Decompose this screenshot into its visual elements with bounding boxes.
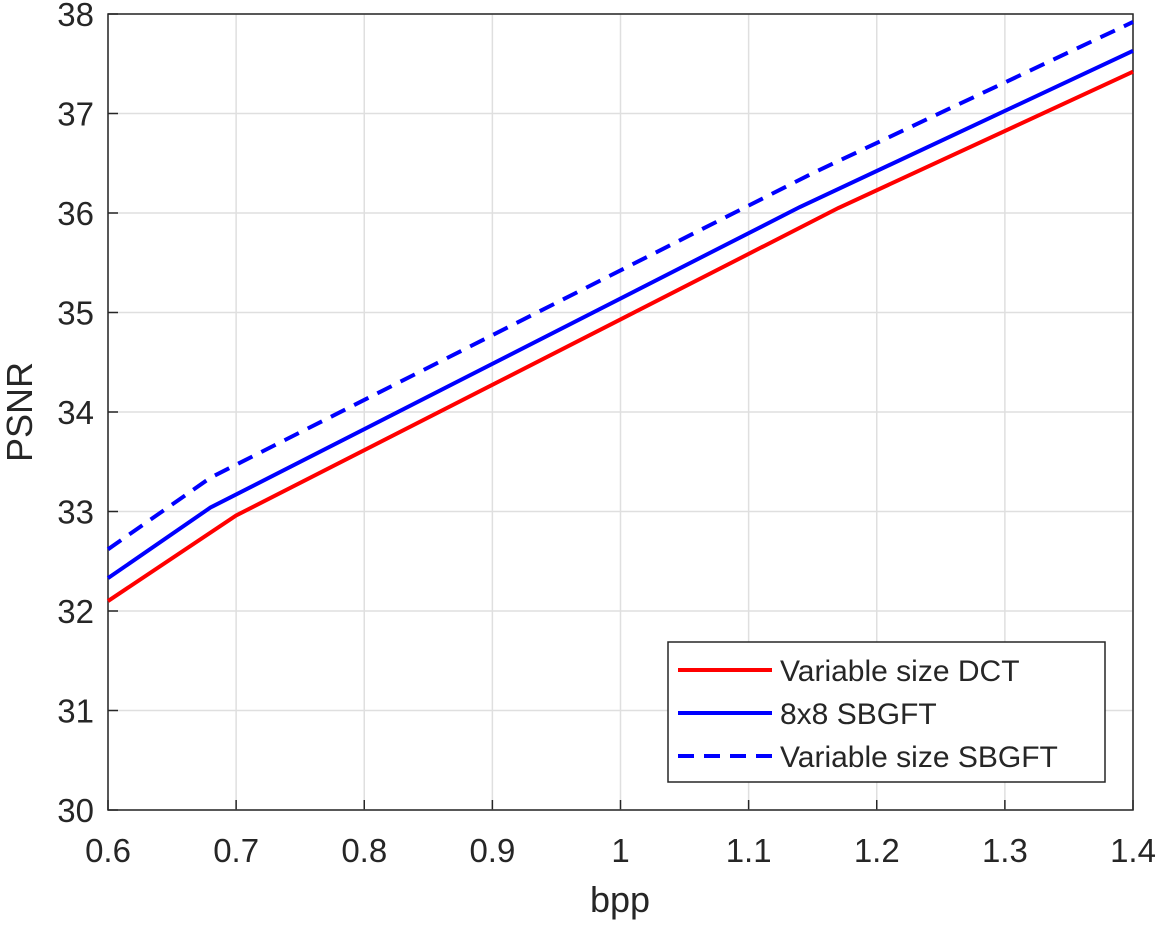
x-tick-label: 0.9	[469, 832, 515, 869]
legend-label: 8x8 SBGFT	[780, 698, 937, 731]
y-tick-label: 32	[57, 593, 94, 630]
data-line	[106, 49, 1134, 580]
y-tick-label: 35	[57, 295, 94, 332]
y-tick-label: 37	[57, 96, 94, 133]
data-line	[106, 69, 1134, 603]
y-tick-label: 33	[57, 494, 94, 531]
y-tick-label: 34	[57, 394, 94, 431]
y-axis-label: PSNR	[0, 362, 40, 462]
y-tick-label: 38	[57, 0, 94, 33]
x-tick-label: 1	[611, 832, 629, 869]
legend-label: Variable size SBGFT	[780, 741, 1058, 774]
x-tick-label: 0.8	[341, 832, 387, 869]
x-axis-label: bpp	[590, 879, 650, 920]
data-line	[106, 20, 1134, 551]
x-tick-label: 0.7	[213, 832, 259, 869]
x-tick-label: 1.1	[726, 832, 772, 869]
x-tick-label: 1.4	[1110, 832, 1156, 869]
x-tick-label: 1.2	[854, 832, 900, 869]
y-tick-label: 31	[57, 693, 94, 730]
plot-frame	[107, 13, 1134, 811]
legend-label: Variable size DCT	[780, 655, 1020, 688]
y-tick-label: 30	[57, 792, 94, 829]
x-tick-label: 0.6	[85, 832, 131, 869]
x-tick-label: 1.3	[982, 832, 1028, 869]
y-tick-label: 36	[57, 195, 94, 232]
